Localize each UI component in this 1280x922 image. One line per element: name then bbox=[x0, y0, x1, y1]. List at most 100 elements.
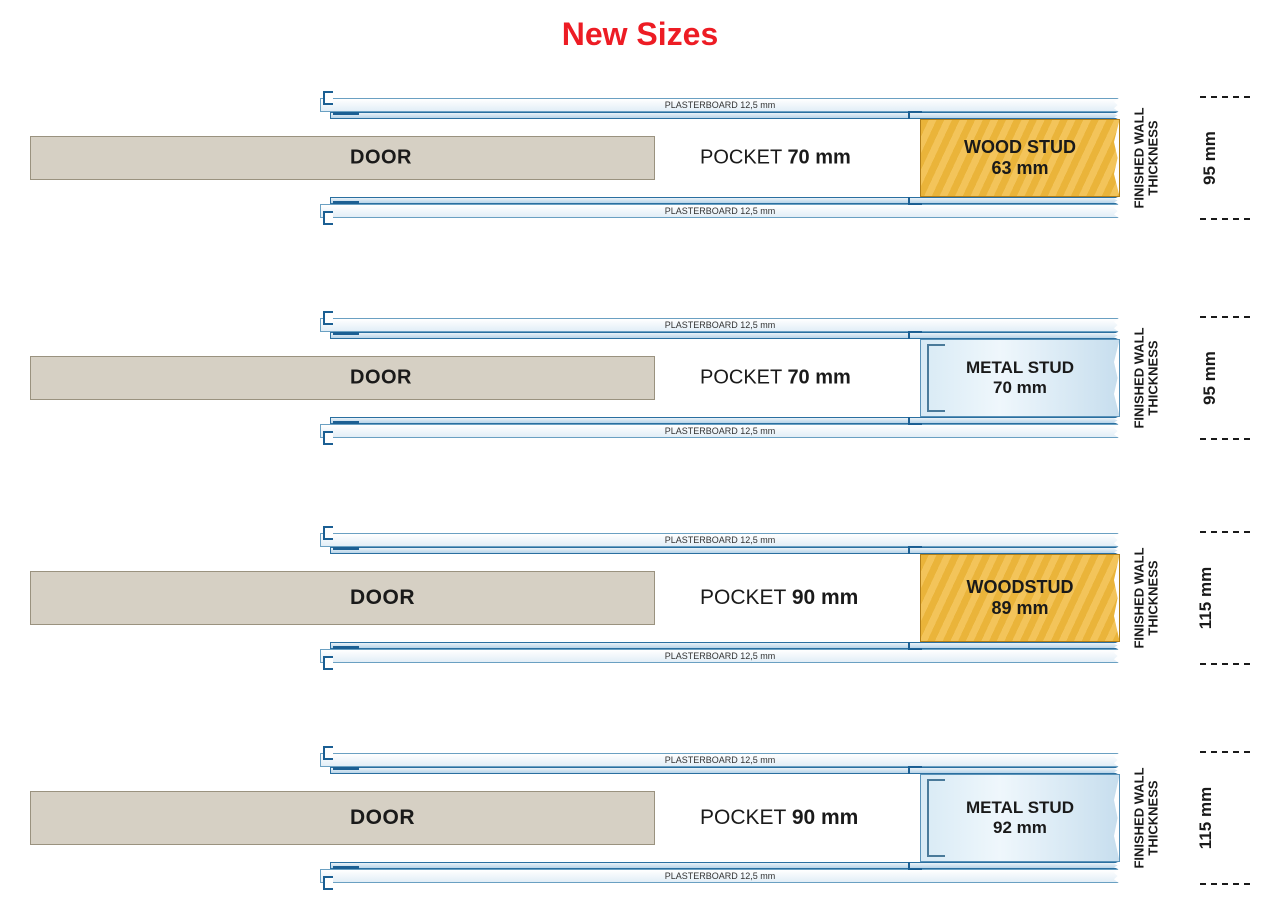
door-slab bbox=[30, 136, 655, 180]
side-annotation: FINISHED WALL THICKNESS 115 mm bbox=[1110, 743, 1250, 893]
pocket-prefix: POCKET bbox=[700, 367, 787, 389]
plasterboard-label: PLASTERBOARD 12,5 mm bbox=[665, 871, 776, 881]
pocket-value: 90 mm bbox=[792, 586, 859, 609]
stud-block: WOOD STUD 63 mm bbox=[920, 119, 1120, 197]
clip-stem-top bbox=[333, 112, 359, 115]
side-text-line1: FINISHED WALL bbox=[1131, 767, 1146, 868]
door-slab bbox=[30, 356, 655, 400]
stud-label-line2: 63 mm bbox=[991, 158, 1048, 178]
stud-block: METAL STUD 92 mm bbox=[920, 774, 1120, 862]
dimension-dash-bottom bbox=[1200, 218, 1250, 220]
pocket-prefix: POCKET bbox=[700, 586, 792, 609]
diagram-row: PLASTERBOARD 12,5 mm PLASTERBOARD 12,5 m… bbox=[30, 83, 1250, 233]
dimension-dash-top bbox=[1200, 531, 1250, 533]
stud-label: WOODSTUD 89 mm bbox=[967, 577, 1074, 618]
dimension-dash-bottom bbox=[1200, 883, 1250, 885]
door-slab bbox=[30, 791, 655, 845]
pocket-label: POCKET 70 mm bbox=[700, 147, 851, 170]
diagram-row: PLASTERBOARD 12,5 mm PLASTERBOARD 12,5 m… bbox=[30, 303, 1250, 453]
wall-thickness-value: 115 mm bbox=[1196, 787, 1216, 849]
pocket-value: 70 mm bbox=[787, 367, 850, 389]
plasterboard-label: PLASTERBOARD 12,5 mm bbox=[665, 651, 776, 661]
dimension-dash-top bbox=[1200, 751, 1250, 753]
dimension-dash-bottom bbox=[1200, 438, 1250, 440]
side-text: FINISHED WALL THICKNESS bbox=[1132, 547, 1161, 648]
clip-bottom-icon bbox=[323, 876, 333, 890]
clip-bottom-icon bbox=[323, 211, 333, 225]
metal-rail-bottom bbox=[330, 417, 1120, 424]
pocket-value: 90 mm bbox=[792, 806, 859, 829]
dimension-dash-bottom bbox=[1200, 663, 1250, 665]
pocket-value: 70 mm bbox=[787, 147, 850, 169]
plasterboard-label: PLASTERBOARD 12,5 mm bbox=[665, 320, 776, 330]
door-slab bbox=[30, 571, 655, 625]
stud-label-line2: 89 mm bbox=[991, 598, 1048, 618]
side-text: FINISHED WALL THICKNESS bbox=[1132, 107, 1161, 208]
clip-top-icon bbox=[323, 746, 333, 760]
side-text-line2: THICKNESS bbox=[1145, 340, 1160, 415]
side-text-line1: FINISHED WALL bbox=[1131, 547, 1146, 648]
plasterboard-bottom: PLASTERBOARD 12,5 mm bbox=[320, 649, 1120, 663]
clip-top-icon bbox=[323, 526, 333, 540]
clip-stem-bottom bbox=[333, 646, 359, 649]
metal-profile-icon bbox=[927, 344, 945, 412]
metal-profile-icon bbox=[927, 779, 945, 857]
side-annotation: FINISHED WALL THICKNESS 95 mm bbox=[1110, 303, 1250, 453]
dimension-dash-top bbox=[1200, 316, 1250, 318]
pocket-label: POCKET 70 mm bbox=[700, 367, 851, 390]
plasterboard-top: PLASTERBOARD 12,5 mm bbox=[320, 98, 1120, 112]
metal-rail-top bbox=[330, 112, 1120, 119]
side-text: FINISHED WALL THICKNESS bbox=[1132, 767, 1161, 868]
stud-label-line1: WOOD STUD bbox=[964, 137, 1076, 157]
metal-rail-bottom bbox=[330, 642, 1120, 649]
clip-bottom-icon bbox=[323, 431, 333, 445]
stud-label-line1: METAL STUD bbox=[966, 798, 1074, 817]
side-text: FINISHED WALL THICKNESS bbox=[1132, 327, 1161, 428]
clip-stem-top bbox=[333, 332, 359, 335]
side-text-line2: THICKNESS bbox=[1145, 560, 1160, 635]
plasterboard-bottom: PLASTERBOARD 12,5 mm bbox=[320, 424, 1120, 438]
clip-bottom-icon bbox=[323, 656, 333, 670]
wall-thickness-value: 115 mm bbox=[1196, 567, 1216, 629]
side-text-line2: THICKNESS bbox=[1145, 780, 1160, 855]
stud-label-line2: 70 mm bbox=[993, 378, 1047, 397]
stud-label-line1: WOODSTUD bbox=[967, 577, 1074, 597]
plasterboard-top: PLASTERBOARD 12,5 mm bbox=[320, 533, 1120, 547]
plasterboard-bottom: PLASTERBOARD 12,5 mm bbox=[320, 869, 1120, 883]
clip-stem-top bbox=[333, 547, 359, 550]
plasterboard-bottom: PLASTERBOARD 12,5 mm bbox=[320, 204, 1120, 218]
diagram-row: PLASTERBOARD 12,5 mm PLASTERBOARD 12,5 m… bbox=[30, 523, 1250, 673]
side-text-line1: FINISHED WALL bbox=[1131, 327, 1146, 428]
clip-stem-bottom bbox=[333, 866, 359, 869]
side-text-line1: FINISHED WALL bbox=[1131, 107, 1146, 208]
door-label: DOOR bbox=[350, 147, 412, 170]
wall-thickness-value: 95 mm bbox=[1200, 131, 1220, 185]
wall-thickness-value: 95 mm bbox=[1200, 351, 1220, 405]
clip-top-icon bbox=[323, 311, 333, 325]
stud-label: METAL STUD 92 mm bbox=[966, 798, 1074, 837]
pocket-prefix: POCKET bbox=[700, 806, 792, 829]
door-label: DOOR bbox=[350, 806, 415, 830]
diagram-stack: PLASTERBOARD 12,5 mm PLASTERBOARD 12,5 m… bbox=[0, 63, 1280, 913]
clip-stem-bottom bbox=[333, 421, 359, 424]
plasterboard-label: PLASTERBOARD 12,5 mm bbox=[665, 206, 776, 216]
door-label: DOOR bbox=[350, 367, 412, 390]
pocket-label: POCKET 90 mm bbox=[700, 586, 858, 610]
pocket-label: POCKET 90 mm bbox=[700, 806, 858, 830]
diagram-row: PLASTERBOARD 12,5 mm PLASTERBOARD 12,5 m… bbox=[30, 743, 1250, 893]
page-title: New Sizes bbox=[0, 0, 1280, 63]
stud-label-line2: 92 mm bbox=[993, 818, 1047, 837]
stud-label: WOOD STUD 63 mm bbox=[964, 137, 1076, 178]
clip-stem-bottom bbox=[333, 201, 359, 204]
dimension-dash-top bbox=[1200, 96, 1250, 98]
metal-rail-top bbox=[330, 547, 1120, 554]
door-label: DOOR bbox=[350, 586, 415, 610]
plasterboard-top: PLASTERBOARD 12,5 mm bbox=[320, 753, 1120, 767]
metal-rail-bottom bbox=[330, 862, 1120, 869]
side-text-line2: THICKNESS bbox=[1145, 120, 1160, 195]
metal-rail-top bbox=[330, 767, 1120, 774]
side-annotation: FINISHED WALL THICKNESS 95 mm bbox=[1110, 83, 1250, 233]
clip-top-icon bbox=[323, 91, 333, 105]
plasterboard-top: PLASTERBOARD 12,5 mm bbox=[320, 318, 1120, 332]
stud-label-line1: METAL STUD bbox=[966, 358, 1074, 377]
